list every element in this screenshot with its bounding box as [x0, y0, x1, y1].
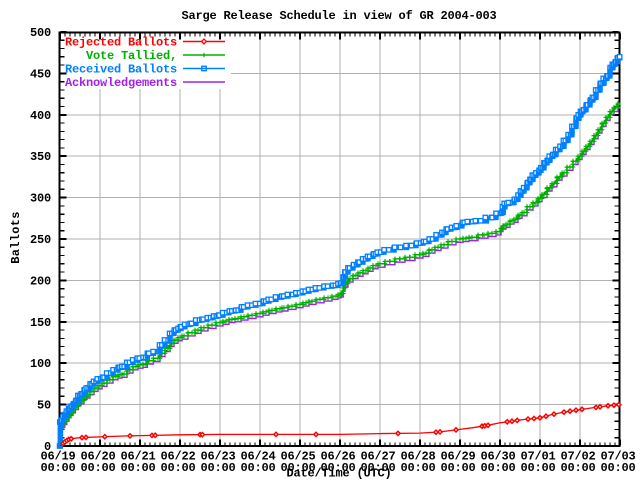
svg-text:00:00: 00:00	[560, 461, 595, 475]
svg-text:06/28: 06/28	[400, 450, 435, 464]
svg-text:06/19: 06/19	[40, 450, 75, 464]
svg-text:100: 100	[30, 357, 51, 371]
svg-text:00:00: 00:00	[480, 461, 515, 475]
svg-text:07/01: 07/01	[520, 450, 555, 464]
svg-text:400: 400	[30, 109, 51, 123]
svg-text:Rejected Ballots: Rejected Ballots	[65, 36, 177, 50]
svg-text:00:00: 00:00	[320, 461, 355, 475]
svg-text:Ballots: Ballots	[9, 211, 23, 264]
svg-text:300: 300	[30, 192, 51, 206]
svg-text:00:00: 00:00	[520, 461, 555, 475]
svg-text:200: 200	[30, 274, 51, 288]
svg-text:250: 250	[30, 233, 51, 247]
svg-text:Acknowledgements: Acknowledgements	[65, 76, 177, 90]
svg-text:00:00: 00:00	[400, 461, 435, 475]
svg-text:00:00: 00:00	[240, 461, 275, 475]
svg-text:00:00: 00:00	[120, 461, 155, 475]
svg-text:06/29: 06/29	[440, 450, 475, 464]
svg-text:150: 150	[30, 316, 51, 330]
svg-text:Sarge Release Schedule in view: Sarge Release Schedule in view of GR 200…	[181, 9, 496, 23]
svg-text:06/21: 06/21	[120, 450, 155, 464]
svg-text:00:00: 00:00	[440, 461, 475, 475]
svg-text:00:00: 00:00	[160, 461, 195, 475]
svg-text:06/22: 06/22	[160, 450, 195, 464]
svg-text:Vote Tallied,: Vote Tallied,	[86, 49, 177, 63]
svg-text:00:00: 00:00	[360, 461, 395, 475]
svg-text:06/25: 06/25	[280, 450, 315, 464]
svg-text:06/27: 06/27	[360, 450, 395, 464]
svg-text:00:00: 00:00	[40, 461, 75, 475]
svg-text:06/20: 06/20	[80, 450, 115, 464]
svg-text:Received Ballots: Received Ballots	[65, 63, 177, 77]
svg-text:450: 450	[30, 67, 51, 81]
svg-text:00:00: 00:00	[80, 461, 115, 475]
svg-text:06/30: 06/30	[480, 450, 515, 464]
svg-text:06/23: 06/23	[200, 450, 235, 464]
svg-text:500: 500	[30, 26, 51, 40]
svg-text:50: 50	[37, 399, 51, 413]
svg-text:00:00: 00:00	[280, 461, 315, 475]
svg-text:07/02: 07/02	[560, 450, 595, 464]
svg-text:00:00: 00:00	[600, 461, 635, 475]
svg-text:06/24: 06/24	[240, 450, 275, 464]
svg-text:Date/Time (UTC): Date/Time (UTC)	[286, 467, 391, 480]
svg-text:350: 350	[30, 150, 51, 164]
svg-text:06/26: 06/26	[320, 450, 355, 464]
svg-text:07/03: 07/03	[600, 450, 635, 464]
svg-text:0: 0	[44, 440, 51, 454]
svg-text:00:00: 00:00	[200, 461, 235, 475]
